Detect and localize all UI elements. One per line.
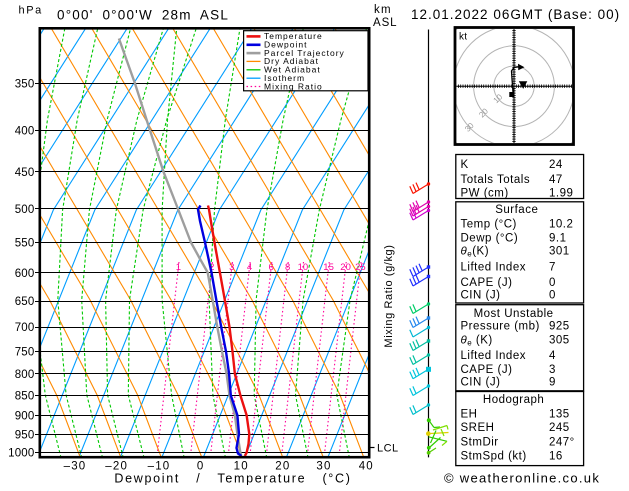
svg-text:θe (K): θe (K) — [461, 335, 493, 348]
svg-text:Hodograph: Hodograph — [483, 394, 544, 406]
svg-text:–20: –20 — [105, 461, 128, 473]
svg-text:1000: 1000 — [8, 447, 34, 459]
svg-text:700: 700 — [15, 322, 35, 334]
svg-text:3: 3 — [549, 364, 556, 376]
svg-text:247°: 247° — [549, 437, 575, 449]
svg-text:2: 2 — [209, 262, 214, 273]
svg-text:500: 500 — [15, 204, 35, 216]
svg-text:10.2: 10.2 — [549, 219, 573, 231]
svg-text:7: 7 — [549, 262, 556, 274]
svg-text:24: 24 — [549, 159, 563, 171]
svg-text:20: 20 — [275, 461, 290, 473]
svg-text:0°00' 0°00'W 28m ASL: 0°00' 0°00'W 28m ASL — [57, 8, 229, 23]
svg-text:1: 1 — [176, 262, 181, 273]
svg-text:30: 30 — [316, 461, 331, 473]
svg-text:ASL: ASL — [373, 17, 397, 29]
svg-text:0: 0 — [549, 277, 556, 289]
svg-text:750: 750 — [15, 346, 35, 358]
svg-text:12.01.2022 06GMT (Base: 00): 12.01.2022 06GMT (Base: 00) — [411, 7, 620, 22]
svg-text:3: 3 — [229, 262, 234, 273]
svg-text:550: 550 — [15, 237, 35, 249]
svg-text:16: 16 — [549, 451, 563, 463]
svg-text:6: 6 — [269, 262, 274, 273]
svg-text:40: 40 — [359, 461, 374, 473]
svg-text:Mixing Ratio: Mixing Ratio — [264, 81, 323, 91]
svg-text:Dry Adiabat: Dry Adiabat — [264, 56, 319, 66]
svg-text:© weatheronline.co.uk: © weatheronline.co.uk — [444, 471, 600, 486]
svg-text:hPa: hPa — [19, 5, 43, 17]
svg-text:9.1: 9.1 — [549, 233, 567, 245]
svg-text:Pressure (mb): Pressure (mb) — [461, 320, 540, 332]
svg-text:15: 15 — [323, 262, 334, 273]
svg-text:800: 800 — [15, 369, 35, 381]
svg-text:K: K — [461, 159, 469, 171]
svg-text:EH: EH — [461, 409, 478, 421]
svg-text:Most Unstable: Most Unstable — [474, 308, 554, 320]
svg-text:Mixing Ratio (g/kg): Mixing Ratio (g/kg) — [383, 244, 395, 347]
svg-text:kt: kt — [459, 32, 467, 43]
svg-text:Parcel Trajectory: Parcel Trajectory — [264, 48, 345, 58]
svg-text:CAPE (J): CAPE (J) — [461, 364, 513, 376]
svg-text:650: 650 — [15, 296, 35, 308]
svg-text:PW (cm): PW (cm) — [461, 188, 509, 200]
svg-text:Isotherm: Isotherm — [264, 73, 305, 83]
svg-text:600: 600 — [15, 268, 35, 280]
svg-text:850: 850 — [15, 390, 35, 402]
svg-text:Lifted Index: Lifted Index — [461, 262, 526, 274]
svg-text:305: 305 — [549, 335, 570, 347]
svg-text:20: 20 — [340, 262, 351, 273]
svg-text:–30: –30 — [64, 461, 87, 473]
svg-text:1.99: 1.99 — [549, 188, 573, 200]
svg-text:900: 900 — [15, 410, 35, 422]
svg-text:Dewp (°C): Dewp (°C) — [461, 233, 519, 245]
svg-text:Wet Adiabat: Wet Adiabat — [264, 65, 321, 75]
svg-text:Temp (°C): Temp (°C) — [461, 219, 517, 231]
svg-text:–10: –10 — [148, 461, 171, 473]
svg-text:CIN (J): CIN (J) — [461, 289, 501, 301]
svg-text:400: 400 — [15, 125, 35, 137]
svg-text:Totals Totals: Totals Totals — [461, 174, 531, 186]
svg-text:4: 4 — [549, 350, 556, 362]
svg-text:Lifted Index: Lifted Index — [461, 350, 526, 362]
svg-text:950: 950 — [15, 429, 35, 441]
svg-text:0: 0 — [197, 461, 205, 473]
svg-text:135: 135 — [549, 409, 570, 421]
svg-text:10: 10 — [298, 262, 309, 273]
svg-text:Surface: Surface — [495, 204, 538, 216]
svg-text:9: 9 — [549, 377, 556, 389]
svg-text:km: km — [374, 4, 392, 16]
svg-text:301: 301 — [549, 246, 570, 258]
svg-text:0: 0 — [549, 289, 556, 301]
svg-text:θe(K): θe(K) — [461, 246, 490, 259]
svg-text:Temperature: Temperature — [264, 31, 323, 41]
svg-text:350: 350 — [15, 79, 35, 91]
svg-text:StmSpd (kt): StmSpd (kt) — [461, 451, 527, 463]
svg-text:4: 4 — [247, 262, 252, 273]
svg-text:10: 10 — [234, 461, 249, 473]
svg-text:245: 245 — [549, 422, 570, 434]
svg-text:47: 47 — [549, 174, 563, 186]
svg-text:CIN (J): CIN (J) — [461, 377, 501, 389]
svg-text:Dewpoint: Dewpoint — [264, 40, 307, 50]
svg-text:CAPE (J): CAPE (J) — [461, 277, 513, 289]
svg-text:StmDir: StmDir — [461, 437, 499, 449]
svg-text:Dewpoint / Temperature (°C): Dewpoint / Temperature (°C) — [114, 472, 351, 486]
svg-text:925: 925 — [549, 320, 570, 332]
svg-text:25: 25 — [355, 262, 366, 273]
svg-text:8: 8 — [285, 262, 290, 273]
svg-text:SREH: SREH — [461, 422, 495, 434]
svg-text:LCL: LCL — [377, 443, 399, 455]
svg-text:450: 450 — [15, 167, 35, 179]
